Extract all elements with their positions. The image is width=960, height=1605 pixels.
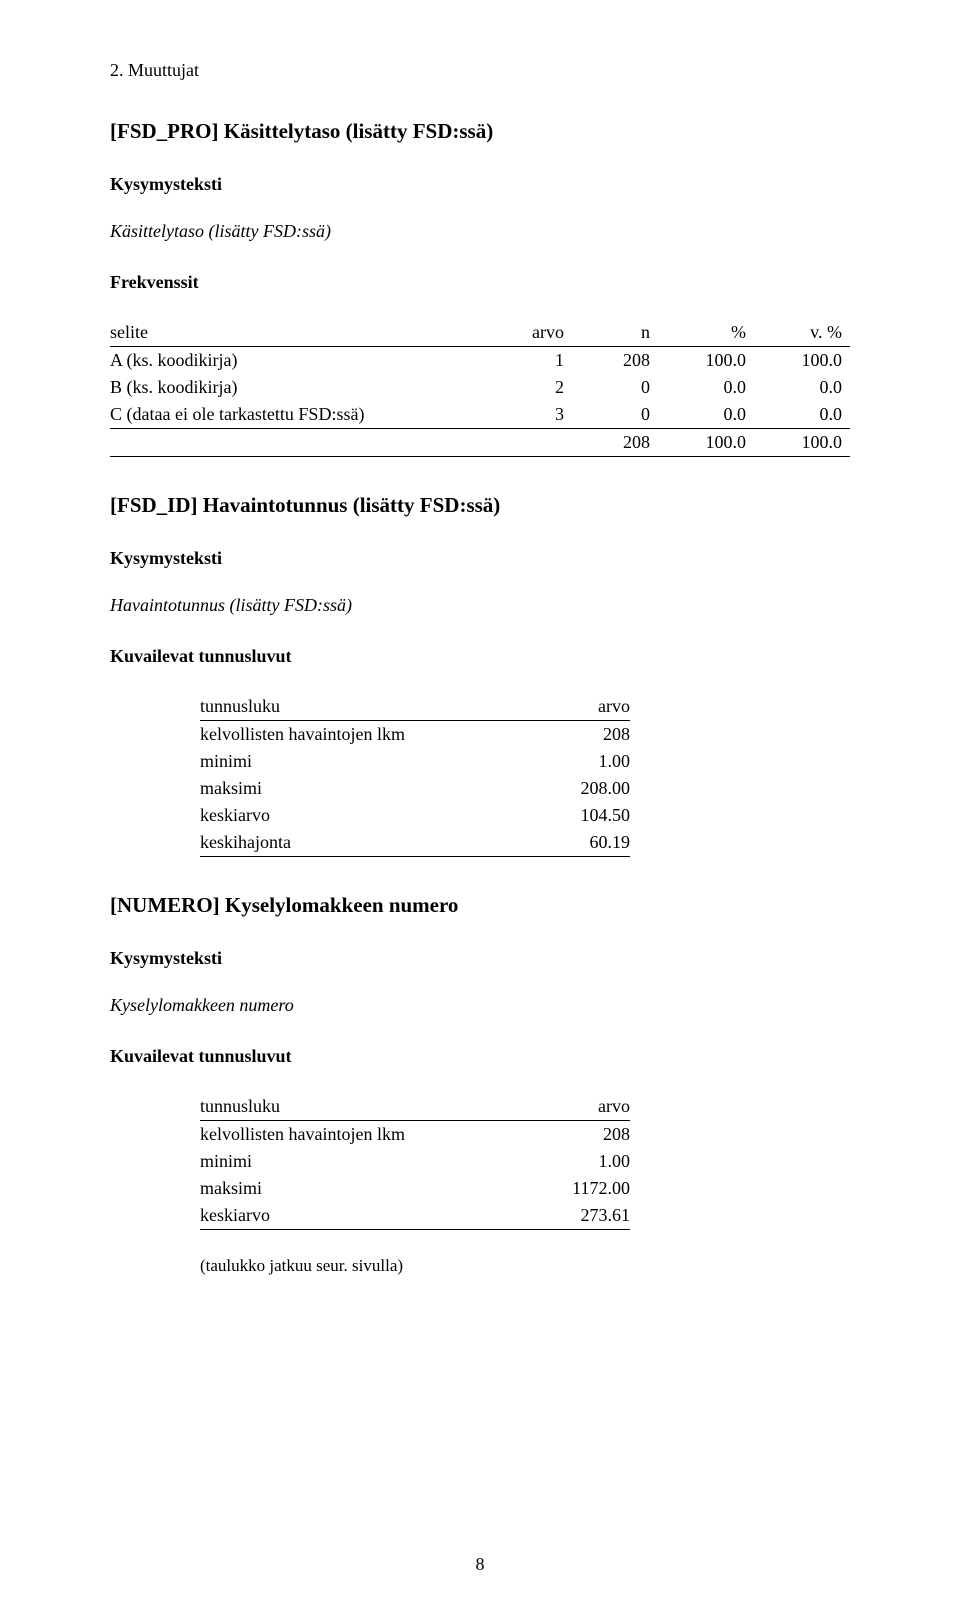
cell: 1.00 (549, 748, 630, 775)
table-row: maksimi 1172.00 (200, 1175, 630, 1202)
table-row: A (ks. koodikirja) 1 208 100.0 100.0 (110, 347, 850, 375)
label-kysymysteksti: Kysymysteksti (110, 548, 850, 569)
table-continue-note: (taulukko jatkuu seur. sivulla) (200, 1256, 850, 1276)
cell: 104.50 (549, 802, 630, 829)
question-text: Kyselylomakkeen numero (110, 995, 850, 1016)
cell: 208.00 (549, 775, 630, 802)
table-row: keskiarvo 104.50 (200, 802, 630, 829)
table-row: keskihajonta 60.19 (200, 829, 630, 857)
cell: 3 (486, 401, 572, 429)
label-kuvailevat: Kuvailevat tunnusluvut (110, 1046, 850, 1067)
cell: keskihajonta (200, 829, 549, 857)
cell: 100.0 (754, 347, 850, 375)
cell: keskiarvo (200, 802, 549, 829)
col-arvo: arvo (486, 319, 572, 347)
table-row: C (dataa ei ole tarkastettu FSD:ssä) 3 0… (110, 401, 850, 429)
cell: 0.0 (754, 401, 850, 429)
page-number: 8 (0, 1554, 960, 1575)
col-n: n (572, 319, 658, 347)
cell: 0.0 (658, 401, 754, 429)
table-row: B (ks. koodikirja) 2 0 0.0 0.0 (110, 374, 850, 401)
cell: 100.0 (658, 347, 754, 375)
section-title-fsd-pro: [FSD_PRO] Käsittelytaso (lisätty FSD:ssä… (110, 119, 850, 144)
section-title-fsd-id: [FSD_ID] Havaintotunnus (lisätty FSD:ssä… (110, 493, 850, 518)
cell: 100.0 (754, 429, 850, 457)
cell: 208 (572, 429, 658, 457)
cell: 208 (538, 1121, 630, 1149)
cell: 1 (486, 347, 572, 375)
cell: minimi (200, 748, 549, 775)
col-tunnusluku: tunnusluku (200, 1093, 538, 1121)
label-kysymysteksti: Kysymysteksti (110, 948, 850, 969)
col-vpct: v. % (754, 319, 850, 347)
cell: 273.61 (538, 1202, 630, 1230)
cell: maksimi (200, 775, 549, 802)
label-kysymysteksti: Kysymysteksti (110, 174, 850, 195)
cell (110, 429, 486, 457)
table-header-row: selite arvo n % v. % (110, 319, 850, 347)
cell: C (dataa ei ole tarkastettu FSD:ssä) (110, 401, 486, 429)
cell: minimi (200, 1148, 538, 1175)
col-tunnusluku: tunnusluku (200, 693, 549, 721)
table-row: minimi 1.00 (200, 748, 630, 775)
stats-table: tunnusluku arvo kelvollisten havaintojen… (200, 693, 630, 857)
table-header-row: tunnusluku arvo (200, 1093, 630, 1121)
cell: B (ks. koodikirja) (110, 374, 486, 401)
col-selite: selite (110, 319, 486, 347)
cell: A (ks. koodikirja) (110, 347, 486, 375)
col-pct: % (658, 319, 754, 347)
col-arvo: arvo (538, 1093, 630, 1121)
cell: maksimi (200, 1175, 538, 1202)
table-header-row: tunnusluku arvo (200, 693, 630, 721)
frequency-table: selite arvo n % v. % A (ks. koodikirja) … (110, 319, 850, 457)
table-row: maksimi 208.00 (200, 775, 630, 802)
table-total-row: 208 100.0 100.0 (110, 429, 850, 457)
cell: 0.0 (658, 374, 754, 401)
cell: 1172.00 (538, 1175, 630, 1202)
cell: 60.19 (549, 829, 630, 857)
col-arvo: arvo (549, 693, 630, 721)
table-row: kelvollisten havaintojen lkm 208 (200, 1121, 630, 1149)
section-title-numero: [NUMERO] Kyselylomakkeen numero (110, 893, 850, 918)
running-head: 2. Muuttujat (110, 60, 850, 81)
table-row: keskiarvo 273.61 (200, 1202, 630, 1230)
cell: 2 (486, 374, 572, 401)
question-text: Käsittelytaso (lisätty FSD:ssä) (110, 221, 850, 242)
cell: 0.0 (754, 374, 850, 401)
cell: 0 (572, 401, 658, 429)
cell: 0 (572, 374, 658, 401)
cell: 1.00 (538, 1148, 630, 1175)
cell (486, 429, 572, 457)
cell: 208 (549, 721, 630, 749)
cell: 100.0 (658, 429, 754, 457)
stats-table: tunnusluku arvo kelvollisten havaintojen… (200, 1093, 630, 1230)
cell: 208 (572, 347, 658, 375)
question-text: Havaintotunnus (lisätty FSD:ssä) (110, 595, 850, 616)
cell: keskiarvo (200, 1202, 538, 1230)
table-row: kelvollisten havaintojen lkm 208 (200, 721, 630, 749)
cell: kelvollisten havaintojen lkm (200, 721, 549, 749)
document-page: 2. Muuttujat [FSD_PRO] Käsittelytaso (li… (0, 0, 960, 1605)
label-frekvenssit: Frekvenssit (110, 272, 850, 293)
table-row: minimi 1.00 (200, 1148, 630, 1175)
cell: kelvollisten havaintojen lkm (200, 1121, 538, 1149)
label-kuvailevat: Kuvailevat tunnusluvut (110, 646, 850, 667)
